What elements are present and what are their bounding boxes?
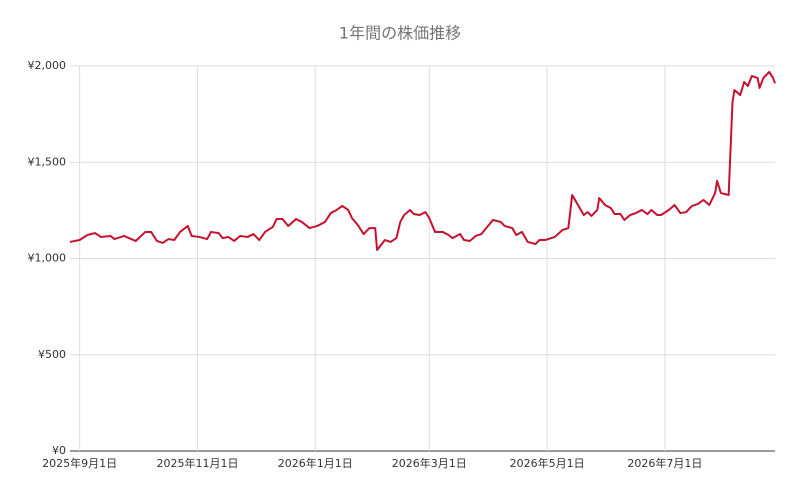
y-tick-label: ¥2,000 bbox=[28, 59, 67, 72]
y-tick-label: ¥1,500 bbox=[28, 155, 67, 168]
price-line bbox=[69, 70, 776, 252]
x-tick-label: 2025年9月1日 bbox=[42, 456, 117, 470]
x-tick-label: 2025年11月1日 bbox=[156, 456, 238, 470]
y-tick-label: ¥1,000 bbox=[28, 252, 67, 265]
x-tick-label: 2026年5月1日 bbox=[510, 456, 585, 470]
chart-title: 1年間の株価推移 bbox=[339, 24, 461, 43]
x-tick-label: 2026年3月1日 bbox=[392, 456, 467, 470]
x-tick-label: 2026年1月1日 bbox=[278, 456, 353, 470]
x-tick-label: 2026年7月1日 bbox=[627, 456, 702, 470]
y-tick-label: ¥500 bbox=[38, 348, 66, 361]
y-tick-label: ¥0 bbox=[52, 444, 66, 457]
